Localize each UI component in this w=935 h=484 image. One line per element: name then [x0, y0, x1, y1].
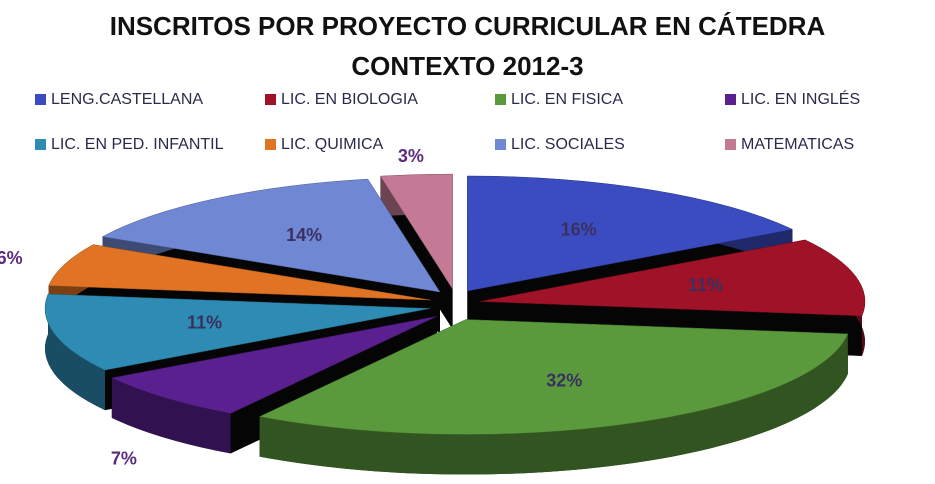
data-label: 6% [0, 248, 23, 268]
pie-slice [111, 316, 438, 414]
pie-slice [479, 239, 866, 317]
slice-wall [259, 333, 848, 475]
legend-swatch [265, 139, 276, 150]
legend-label: LIC. EN BIOLOGIA [281, 91, 418, 108]
legend-swatch [495, 94, 506, 105]
legend-swatch [265, 94, 276, 105]
slice-wall [111, 377, 231, 454]
data-label: 7% [111, 449, 137, 469]
legend-label: LIC. EN PED. INFANTIL [51, 136, 224, 153]
pie-slice [258, 319, 849, 435]
pie-slice [101, 178, 441, 293]
data-label: 16% [561, 219, 597, 239]
legend-swatch [725, 94, 736, 105]
data-label: 11% [688, 275, 723, 295]
pie-slice [48, 244, 431, 301]
slice-wall [45, 294, 105, 411]
legend-label: LENG.CASTELLANA [51, 91, 203, 108]
legend-label: LIC. EN FISICA [511, 91, 623, 108]
pie-slice [44, 293, 431, 371]
legend-swatch [495, 139, 506, 150]
data-label: 14% [286, 225, 322, 245]
legend-label: LIC. EN INGLÉS [741, 89, 860, 108]
legend-label: LIC. SOCIALES [511, 136, 625, 153]
data-label: 32% [546, 371, 582, 391]
pie-slice [380, 173, 453, 290]
legend-label: MATEMATICAS [741, 136, 854, 153]
legend-swatch [35, 139, 46, 150]
data-label: 3% [398, 146, 424, 166]
legend-label: LIC. QUIMICA [281, 136, 384, 153]
chart-title: INSCRITOS POR PROYECTO CURRICULAR EN CÁT… [109, 11, 826, 81]
pie-slice [467, 175, 794, 292]
data-label: 11% [187, 312, 222, 332]
legend-swatch [35, 94, 46, 105]
legend-swatch [725, 139, 736, 150]
